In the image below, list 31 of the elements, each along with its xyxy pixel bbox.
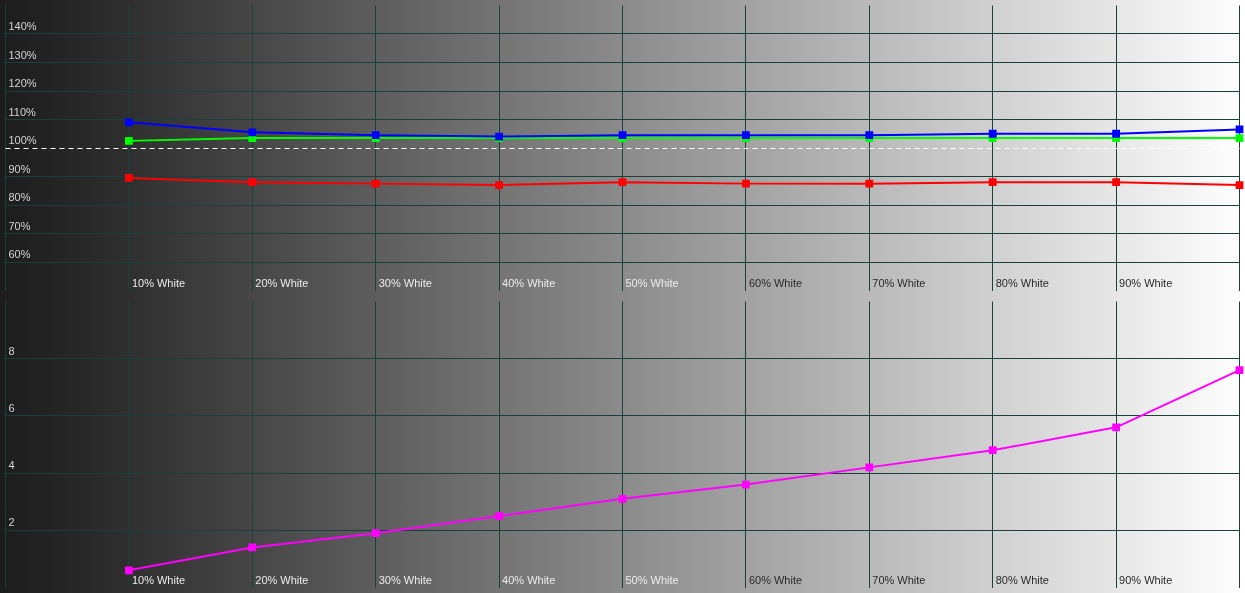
y-tick-label: 6 [8, 401, 15, 414]
x-tick-label: 80% White [995, 276, 1049, 289]
y-tick-label: 80% [8, 191, 31, 204]
x-tick-label: 70% White [872, 573, 926, 586]
x-tick-label: 50% White [625, 573, 679, 586]
y-tick-label: 110% [8, 105, 37, 118]
y-tick-label: 130% [8, 48, 37, 61]
y-tick-label: 90% [8, 162, 31, 175]
y-tick-label: 120% [8, 77, 37, 90]
x-tick-label: 10% White [131, 276, 186, 289]
x-tick-label: 90% White [1119, 573, 1173, 586]
x-tick-label: 70% White [872, 276, 926, 289]
x-tick-label: 20% White [255, 276, 309, 289]
y-tick-label: 2 [8, 516, 15, 529]
x-tick-label: 30% White [378, 276, 432, 289]
y-tick-label: 100% [8, 134, 37, 147]
x-tick-label: 50% White [625, 276, 679, 289]
x-tick-label: 60% White [748, 573, 803, 586]
y-tick-label: 4 [8, 459, 15, 472]
x-tick-label: 40% White [502, 573, 556, 586]
y-tick-label: 140% [8, 20, 37, 33]
y-tick-label: 8 [8, 344, 15, 357]
x-tick-label: 40% White [502, 276, 556, 289]
x-tick-label: 60% White [748, 276, 803, 289]
x-tick-label: 10% White [131, 573, 186, 586]
x-tick-label: 20% White [255, 573, 309, 586]
x-tick-label: 90% White [1119, 276, 1173, 289]
y-tick-label: 60% [8, 248, 31, 261]
x-tick-label: 30% White [378, 573, 432, 586]
x-tick-label: 80% White [995, 573, 1049, 586]
y-tick-label: 70% [8, 219, 31, 232]
